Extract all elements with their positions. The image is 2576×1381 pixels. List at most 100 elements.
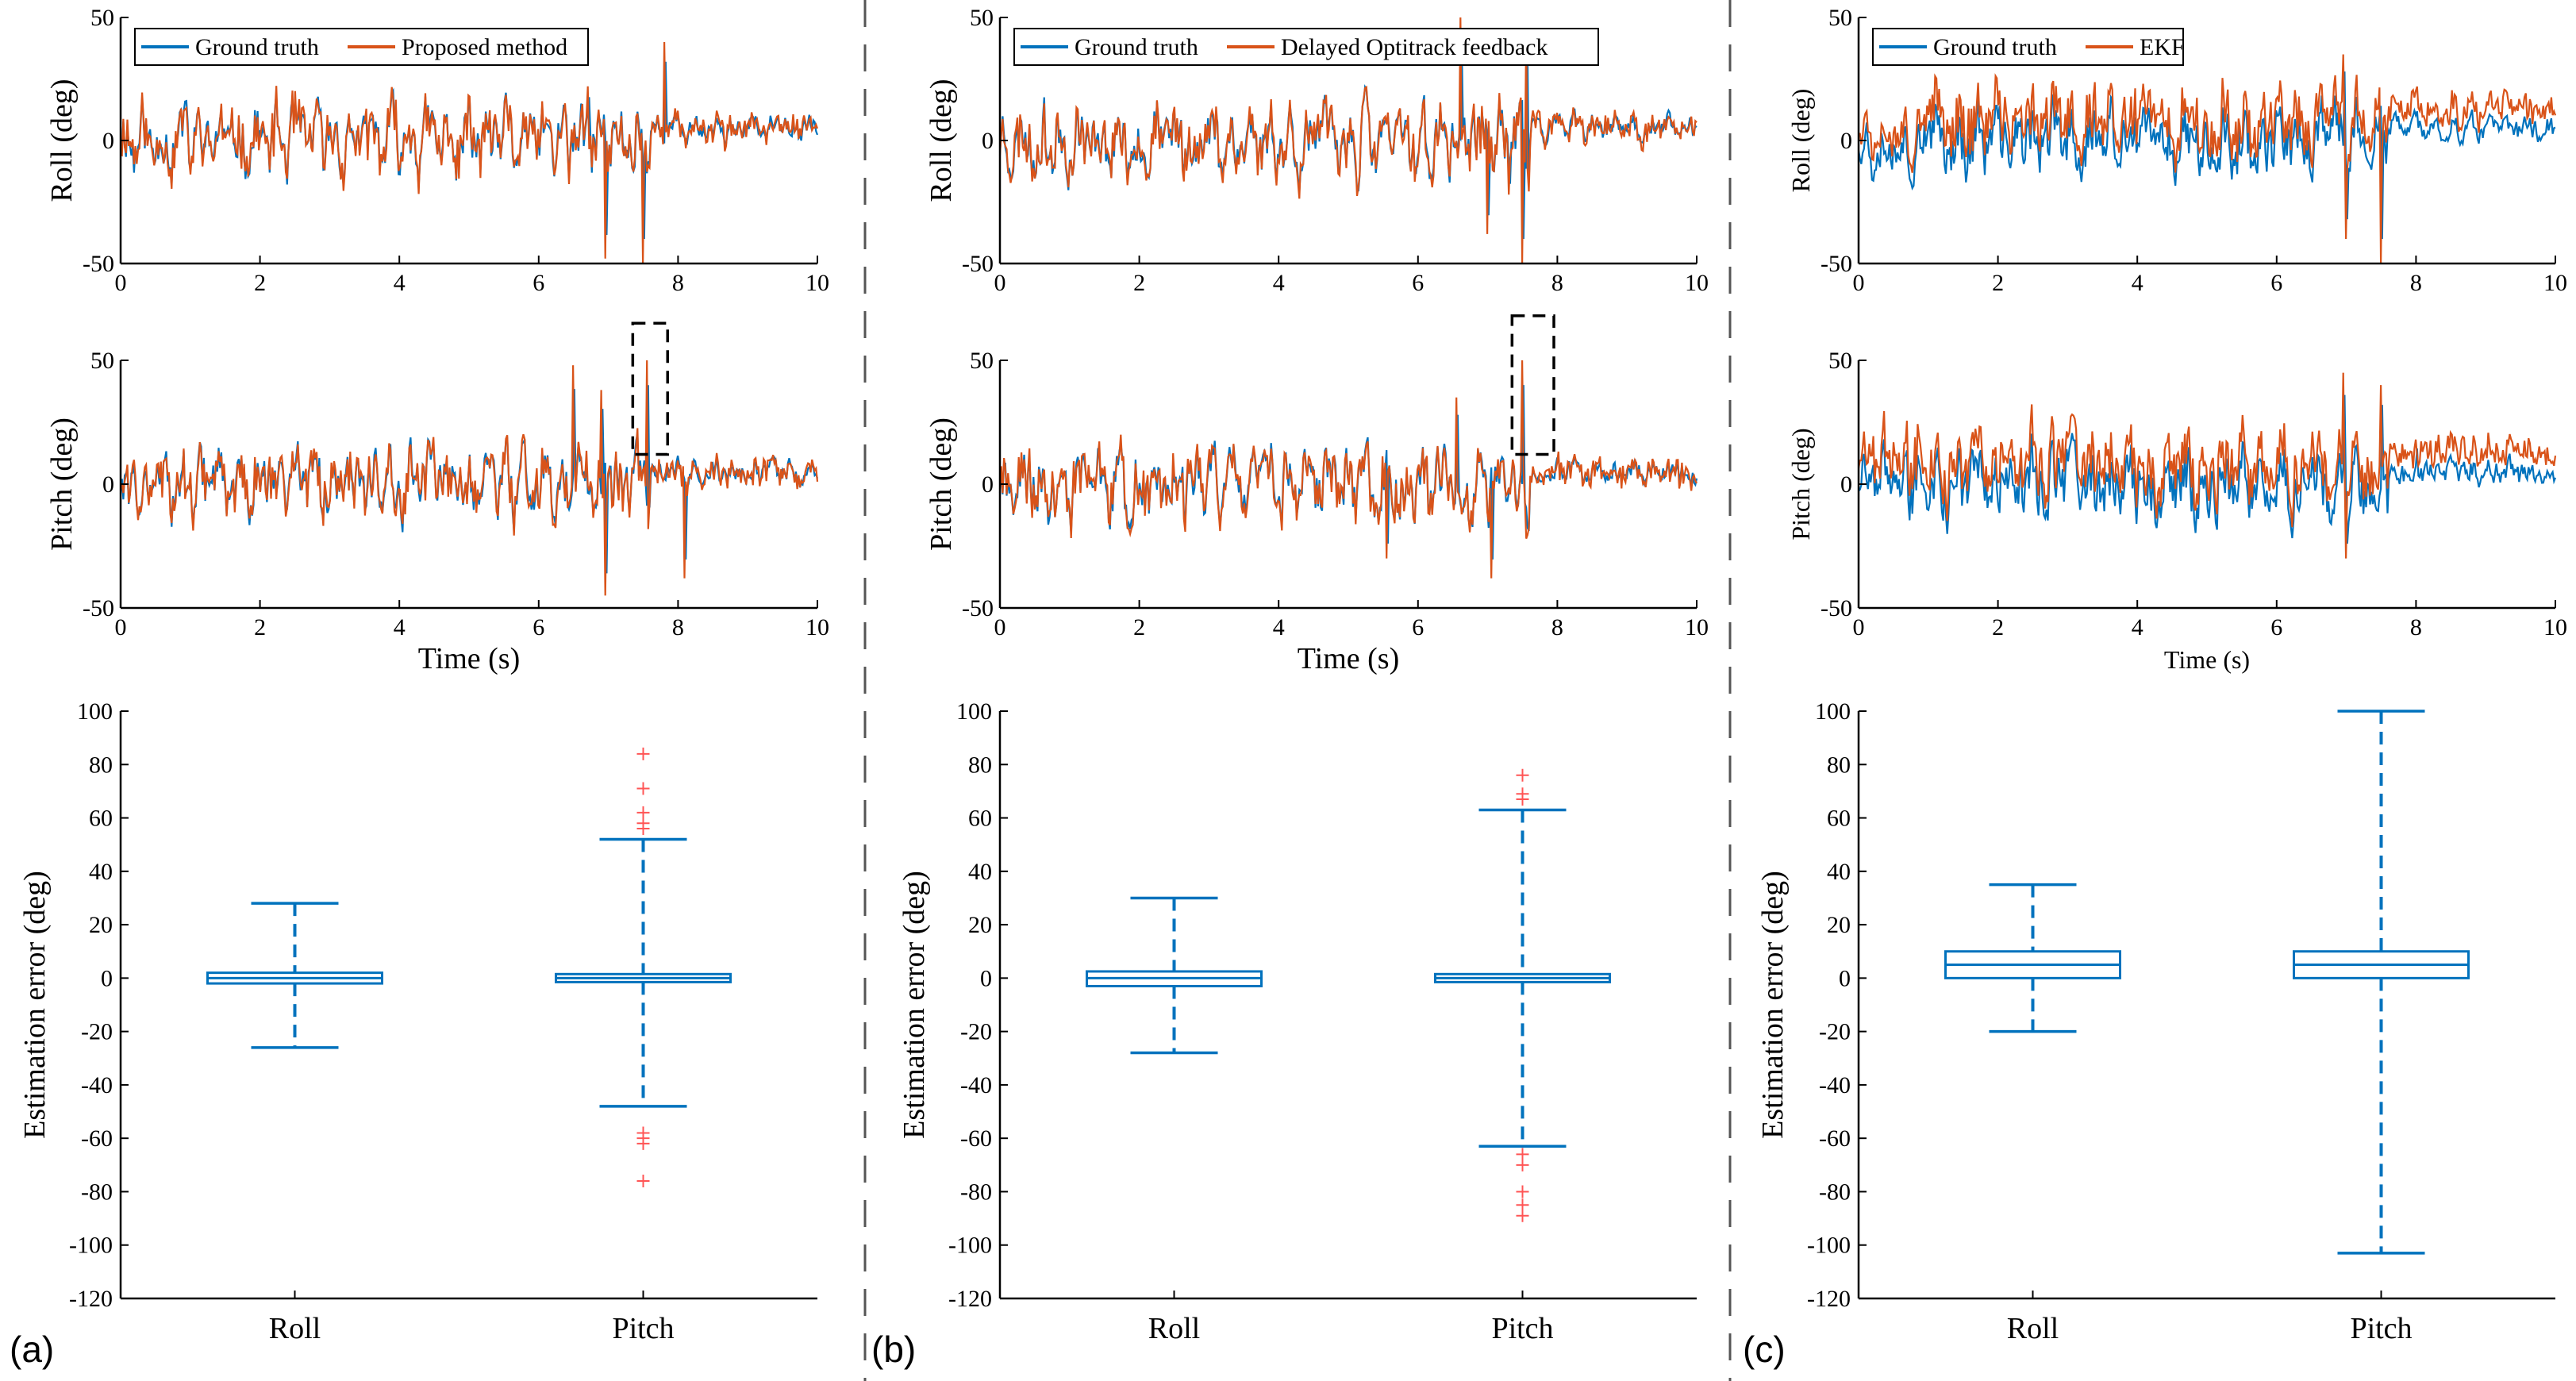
y-tick-label: 0	[102, 128, 114, 154]
time-axis-title: Time (s)	[1298, 642, 1399, 675]
x-tick-label: 0	[1853, 614, 1865, 640]
y-tick-label: -50	[1821, 251, 1852, 277]
y-tick-label: -60	[81, 1125, 113, 1152]
x-tick-label: 8	[2410, 614, 2422, 640]
y-tick-label: 50	[970, 348, 994, 374]
series-ground-truth-line	[119, 61, 819, 240]
legend-label-ground-truth: Ground truth	[1075, 34, 1198, 60]
y-tick-label: -100	[1807, 1233, 1851, 1259]
time-axis-title: Time (s)	[2164, 645, 2250, 674]
x-tick-label: 8	[2410, 270, 2422, 296]
series-estimate-line	[119, 360, 819, 596]
y-tick-label: 0	[101, 965, 113, 991]
series-estimate-line	[1857, 372, 2557, 559]
y-tick-label: 100	[1815, 698, 1851, 725]
series-ground-truth-line	[1857, 71, 2556, 240]
y-tick-label: 50	[1828, 348, 1852, 374]
outlier-marker	[636, 1137, 650, 1150]
x-tick-label: 10	[805, 614, 829, 640]
x-tick-label: 6	[533, 270, 544, 296]
y-tick-label: -20	[1819, 1019, 1851, 1045]
outlier-marker	[1516, 793, 1529, 806]
error-axis-title: Estimation error (deg)	[1756, 871, 1790, 1139]
x-tick-label: 6	[2270, 270, 2282, 296]
outlier-marker	[1516, 1158, 1529, 1171]
panel-label: (c)	[1743, 1329, 1786, 1370]
x-tick-label: 8	[1551, 614, 1563, 640]
error-axis-title: Estimation error (deg)	[18, 871, 52, 1139]
y-tick-label: -60	[960, 1125, 992, 1152]
outlier-marker	[636, 806, 650, 819]
legend: Ground truth Proposed method	[134, 28, 589, 66]
y-tick-label: -50	[962, 595, 994, 621]
y-tick-label: 40	[1827, 859, 1851, 885]
y-tick-label: 60	[89, 806, 113, 832]
x-tick-label: 6	[2270, 614, 2282, 640]
y-tick-label: 50	[970, 5, 994, 31]
panel-label: (a)	[10, 1329, 54, 1370]
x-tick-label: 4	[2132, 614, 2143, 640]
x-tick-label: 4	[1273, 614, 1285, 640]
time-axis-title: Time (s)	[418, 642, 520, 675]
y-tick-label: -100	[69, 1233, 113, 1259]
y-tick-label: 20	[1827, 912, 1851, 938]
series-estimate-line	[998, 17, 1697, 264]
category-label: Roll	[269, 1312, 321, 1345]
x-tick-label: 4	[1273, 270, 1285, 296]
y-tick-label: 20	[968, 912, 992, 938]
y-tick-label: 80	[1827, 752, 1851, 778]
legend-label-estimate: Delayed Optitrack feedback	[1281, 34, 1548, 60]
panel-1-error-boxplot: -120 -100 -80 -60 -40 -20 0 20 40 60 80 100 Estimati…	[18, 698, 817, 1345]
x-tick-label: 4	[394, 270, 406, 296]
y-tick-label: -60	[1819, 1125, 1851, 1152]
y-tick-label: 0	[1840, 128, 1852, 154]
outlier-marker	[636, 782, 650, 795]
x-tick-label: 2	[254, 270, 266, 296]
x-tick-label: 10	[805, 270, 829, 296]
x-tick-label: 6	[1412, 270, 1424, 296]
box-pitch	[1434, 768, 1611, 1222]
outlier-marker	[1516, 768, 1529, 782]
x-tick-label: 10	[2543, 614, 2567, 640]
legend: Ground truth EKF	[1872, 28, 2185, 66]
x-tick-label: 4	[2132, 270, 2143, 296]
error-axis-title: Estimation error (deg)	[898, 871, 931, 1139]
y-tick-label: 0	[1839, 965, 1851, 991]
box-pitch	[555, 747, 732, 1187]
category-label: Pitch	[612, 1312, 674, 1345]
y-tick-label: -40	[81, 1072, 113, 1098]
category-label: Pitch	[2350, 1312, 2412, 1345]
outlier-marker	[636, 747, 650, 760]
y-tick-label: 40	[89, 859, 113, 885]
x-tick-label: 2	[1133, 614, 1145, 640]
category-label: Roll	[2007, 1312, 2059, 1345]
y-tick-label: 100	[956, 698, 992, 725]
y-tick-label: 50	[90, 348, 114, 374]
x-tick-label: 2	[1992, 270, 2004, 296]
y-tick-label: 60	[1827, 806, 1851, 832]
x-tick-label: 8	[672, 270, 684, 296]
legend-label-ground-truth: Ground truth	[195, 34, 319, 60]
roll-axis-title: Roll (deg)	[45, 79, 79, 202]
pitch-axis-title: Pitch (deg)	[925, 417, 958, 551]
box-pitch	[2293, 710, 2470, 1255]
y-tick-label: -20	[960, 1019, 992, 1045]
y-tick-label: 60	[968, 806, 992, 832]
y-tick-label: 0	[980, 965, 992, 991]
y-tick-label: 0	[982, 471, 994, 498]
y-tick-label: -120	[948, 1286, 992, 1312]
y-tick-label: -50	[1821, 595, 1852, 621]
pitch-axis-title: Pitch (deg)	[45, 417, 79, 551]
x-tick-label: 10	[1685, 270, 1709, 296]
x-tick-label: 6	[533, 614, 544, 640]
outlier-marker	[1516, 1198, 1529, 1212]
y-tick-label: 0	[1840, 471, 1852, 498]
y-tick-label: -40	[1819, 1072, 1851, 1098]
y-tick-label: -20	[81, 1019, 113, 1045]
panel-2-error-boxplot: -120 -100 -80 -60 -40 -20 0 20 40 60 80 100 Estimati…	[898, 698, 1697, 1345]
y-tick-label: 80	[968, 752, 992, 778]
outlier-marker	[636, 822, 650, 835]
